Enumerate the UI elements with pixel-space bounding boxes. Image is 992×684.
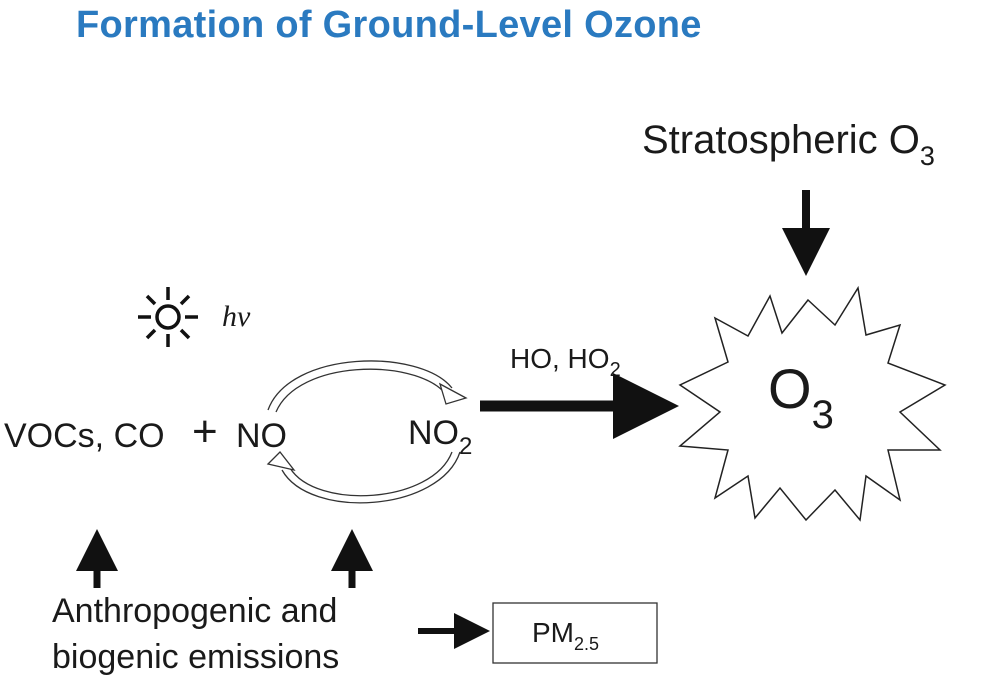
diagram-title: Formation of Ground-Level Ozone <box>76 4 702 46</box>
ozone-label: O3 <box>768 357 834 437</box>
emissions-label-line2: biogenic emissions <box>52 638 339 676</box>
oxidants-label: HO, HO2 <box>510 343 621 381</box>
emissions-label-line1: Anthropogenic and <box>52 592 337 630</box>
vocs-co-label: VOCs, CO <box>4 417 165 455</box>
sun-icon <box>138 287 198 347</box>
pm25-label: PM2.5 <box>532 617 599 654</box>
ozone-starburst <box>678 285 947 522</box>
photon-hv-label: hv <box>222 300 251 333</box>
bottom-cycle-arrow <box>281 451 461 504</box>
no-label: NO <box>236 417 287 455</box>
pm25-box <box>492 602 658 664</box>
stratospheric-ozone-label: Stratospheric O3 <box>642 118 935 171</box>
plus-sign: + <box>192 407 218 456</box>
no-no2-cycle-arrows <box>266 360 468 504</box>
top-cycle-arrow <box>267 360 453 411</box>
no2-label: NO2 <box>408 414 472 460</box>
